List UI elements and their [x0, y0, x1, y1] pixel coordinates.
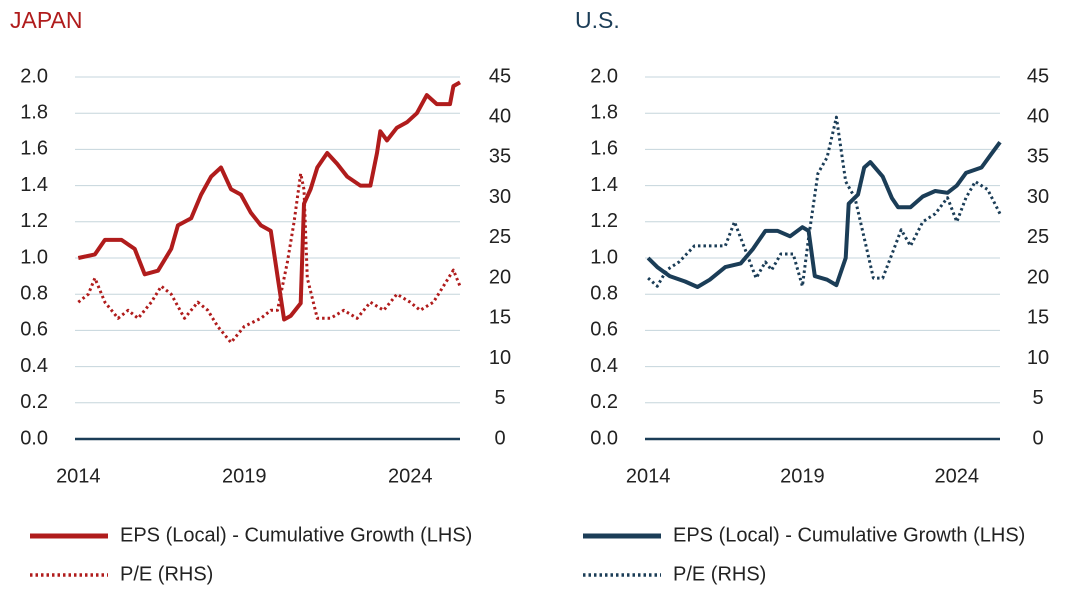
y-tick-label: 0.8 [590, 282, 618, 304]
y-tick-label: 1.6 [20, 138, 48, 160]
y-tick-label: 1.2 [590, 210, 618, 232]
y2-tick-label: 10 [489, 347, 511, 369]
y-tick-label: 0.4 [590, 355, 618, 377]
y-tick-label: 2.0 [590, 65, 618, 87]
y2-tick-label: 30 [1027, 186, 1049, 208]
y2-tick-label: 40 [489, 106, 511, 128]
x-tick-label: 2014 [56, 465, 101, 487]
y-tick-label: 1.2 [20, 210, 48, 232]
y2-tick-label: 20 [489, 266, 511, 288]
chart-title: U.S. [575, 7, 620, 33]
y-tick-label: 2.0 [20, 65, 48, 87]
legend-label: P/E (RHS) [673, 563, 766, 585]
chart-title: JAPAN [10, 7, 82, 33]
y-tick-label: 0.2 [590, 391, 618, 413]
y-tick-label: 0.0 [590, 427, 618, 449]
x-tick-label: 2014 [626, 465, 671, 487]
y-tick-label: 0.4 [20, 355, 48, 377]
y-tick-label: 1.0 [20, 246, 48, 268]
y2-tick-label: 40 [1027, 106, 1049, 128]
x-tick-label: 2019 [780, 465, 825, 487]
y2-tick-label: 45 [489, 65, 511, 87]
legend-label: EPS (Local) - Cumulative Growth (LHS) [120, 524, 472, 546]
y2-tick-label: 15 [489, 307, 511, 329]
y2-tick-label: 5 [1032, 387, 1043, 409]
y2-tick-label: 10 [1027, 347, 1049, 369]
y2-tick-label: 30 [489, 186, 511, 208]
y-tick-label: 1.8 [590, 101, 618, 123]
x-tick-label: 2024 [388, 465, 433, 487]
y2-tick-label: 0 [494, 427, 505, 449]
legend-label: EPS (Local) - Cumulative Growth (LHS) [673, 524, 1025, 546]
y2-tick-label: 15 [1027, 307, 1049, 329]
x-tick-label: 2024 [935, 465, 980, 487]
y-tick-label: 0.8 [20, 282, 48, 304]
series-line [646, 141, 1002, 289]
y-tick-label: 0.2 [20, 391, 48, 413]
y-tick-label: 1.4 [590, 174, 618, 196]
legend-label: P/E (RHS) [120, 563, 213, 585]
y2-tick-label: 35 [1027, 146, 1049, 168]
series-line [77, 172, 462, 344]
y-tick-label: 0.0 [20, 427, 48, 449]
series-line [77, 80, 461, 322]
y2-tick-label: 25 [489, 226, 511, 248]
y2-tick-label: 0 [1032, 427, 1043, 449]
y-tick-label: 1.8 [20, 101, 48, 123]
y2-tick-label: 5 [494, 387, 505, 409]
x-tick-label: 2019 [222, 465, 267, 487]
y-tick-label: 0.6 [590, 319, 618, 341]
series-line [647, 115, 1002, 288]
y2-tick-label: 20 [1027, 266, 1049, 288]
y-tick-label: 1.6 [590, 138, 618, 160]
y-tick-label: 1.0 [590, 246, 618, 268]
y2-tick-label: 45 [1027, 65, 1049, 87]
y2-tick-label: 35 [489, 146, 511, 168]
y2-tick-label: 25 [1027, 226, 1049, 248]
y-tick-label: 1.4 [20, 174, 48, 196]
y-tick-label: 0.6 [20, 319, 48, 341]
